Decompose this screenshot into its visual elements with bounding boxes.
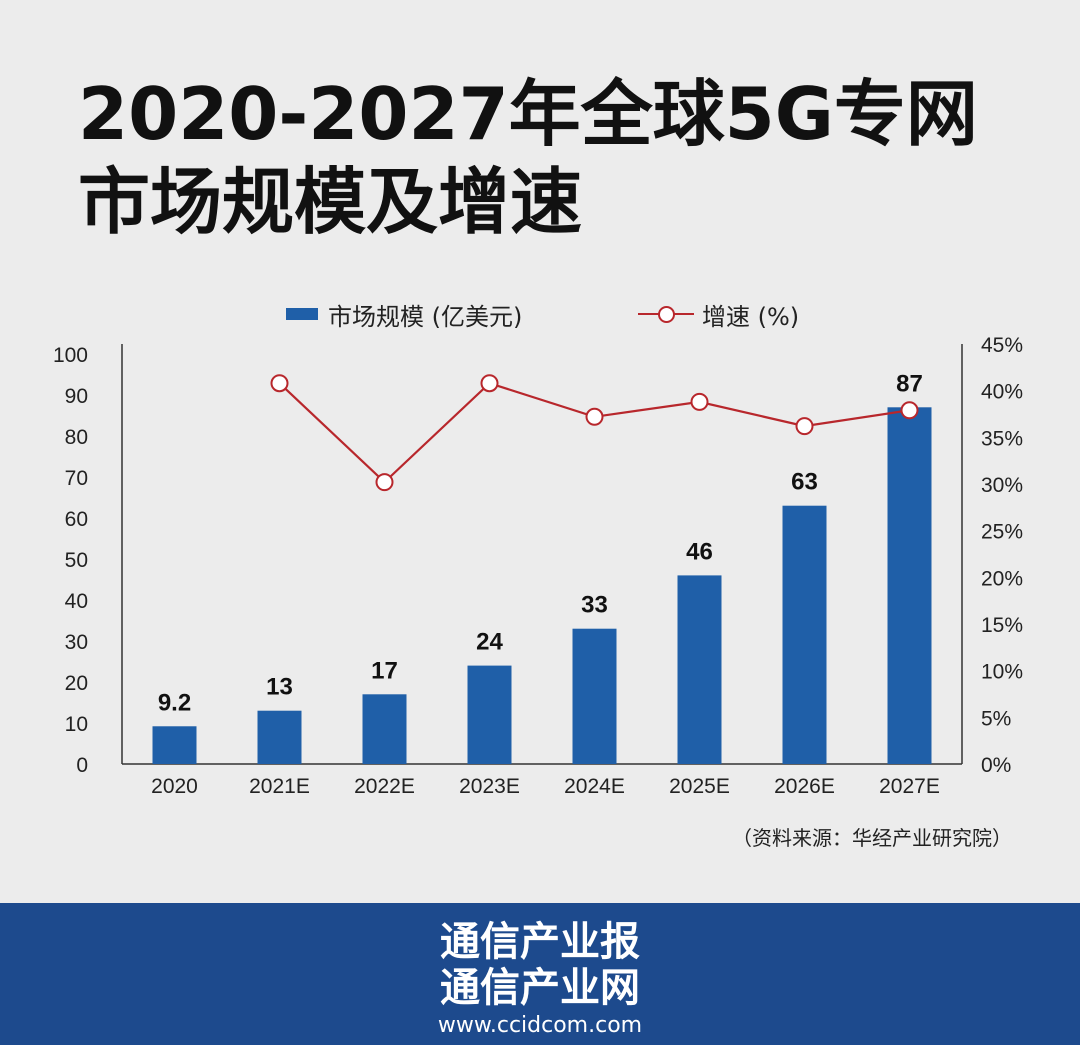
y-left-tick-label: 100 [53, 344, 88, 367]
y-right-tick-label: 0% [981, 754, 1011, 777]
growth-point [375, 473, 394, 492]
y-left-tick-label: 10 [65, 713, 88, 736]
growth-point [480, 374, 499, 393]
x-tick-label: 2022E [354, 775, 415, 798]
chart-canvas: 0 10 20 30 40 50 60 70 80 90 100 0% 5% 10% 15% 20% 25% 30… [53, 334, 1023, 798]
x-tick-label: 2027E [879, 775, 940, 798]
y-right-tick-label: 5% [981, 707, 1011, 730]
growth-point [900, 401, 919, 420]
growth-point [795, 417, 814, 436]
y-right-tick-label: 30% [981, 474, 1023, 497]
legend-line-label: 增速 (%) [702, 302, 800, 331]
x-tick-label: 2021E [249, 775, 310, 798]
y-right-tick-label: 20% [981, 567, 1023, 590]
bar-data-label: 17 [371, 657, 398, 684]
y-right-tick-label: 35% [981, 427, 1023, 450]
bar-data-label: 9.2 [158, 689, 191, 716]
growth-point [585, 407, 604, 426]
bar-data-label: 13 [266, 674, 293, 701]
x-tick-label: 2023E [459, 775, 520, 798]
y-right-tick-label: 10% [981, 661, 1023, 684]
chart-title: 2020-2027年全球5G专网市场规模及增速 [78, 72, 978, 244]
y-left-tick-label: 70 [65, 467, 88, 490]
x-tick-label: 2020 [151, 775, 198, 798]
bar [152, 726, 197, 764]
legend-bar-swatch [286, 308, 318, 320]
bar [782, 505, 827, 764]
y-left-tick-label: 20 [65, 672, 88, 695]
x-tick-label: 2025E [669, 775, 730, 798]
footer-brand-line1: 通信产业报 [440, 919, 640, 965]
y-right-tick-label: 15% [981, 614, 1023, 637]
bar-data-label: 87 [896, 370, 923, 397]
bar [257, 710, 302, 764]
y-left-tick-label: 80 [65, 426, 88, 449]
legend-item-bar: 市场规模 (亿美元) [286, 294, 522, 334]
footer-brand-line2: 通信产业网 [440, 965, 640, 1011]
source-note: （资料来源：华经产业研究院） [732, 826, 1012, 850]
bar [677, 575, 722, 764]
x-tick-label: 2024E [564, 775, 625, 798]
x-tick-label: 2026E [774, 775, 835, 798]
bar-data-label: 33 [581, 592, 608, 619]
y-left-tick-label: 30 [65, 631, 88, 654]
y-left-tick-label: 40 [65, 590, 88, 613]
bar [362, 694, 407, 764]
legend-line-swatch [638, 306, 694, 323]
y-left-tick-label: 50 [65, 549, 88, 572]
growth-line [278, 381, 910, 484]
chart-legend: 市场规模 (亿美元) 增速 (%) [0, 294, 1080, 334]
bar [467, 665, 512, 764]
growth-point [270, 374, 289, 393]
growth-point [690, 392, 709, 411]
y-left-tick-label: 60 [65, 508, 88, 531]
y-right-tick-label: 45% [981, 334, 1023, 357]
y-left-tick-label: 90 [65, 385, 88, 408]
legend-item-line: 增速 (%) [638, 294, 799, 334]
y-left-tick-label: 0 [76, 754, 88, 777]
footer-url[interactable]: www.ccidcom.com [437, 1013, 643, 1038]
bar [572, 628, 617, 764]
footer-banner: 通信产业报 通信产业网 www.ccidcom.com [0, 903, 1080, 1045]
y-right-tick-label: 25% [981, 521, 1023, 544]
legend-bar-label: 市场规模 (亿美元) [328, 302, 523, 331]
bar [887, 407, 932, 764]
bar-data-label: 46 [686, 538, 713, 565]
bar-data-label: 63 [791, 469, 818, 496]
bar-data-label: 24 [476, 629, 503, 656]
y-right-tick-label: 40% [981, 381, 1023, 404]
